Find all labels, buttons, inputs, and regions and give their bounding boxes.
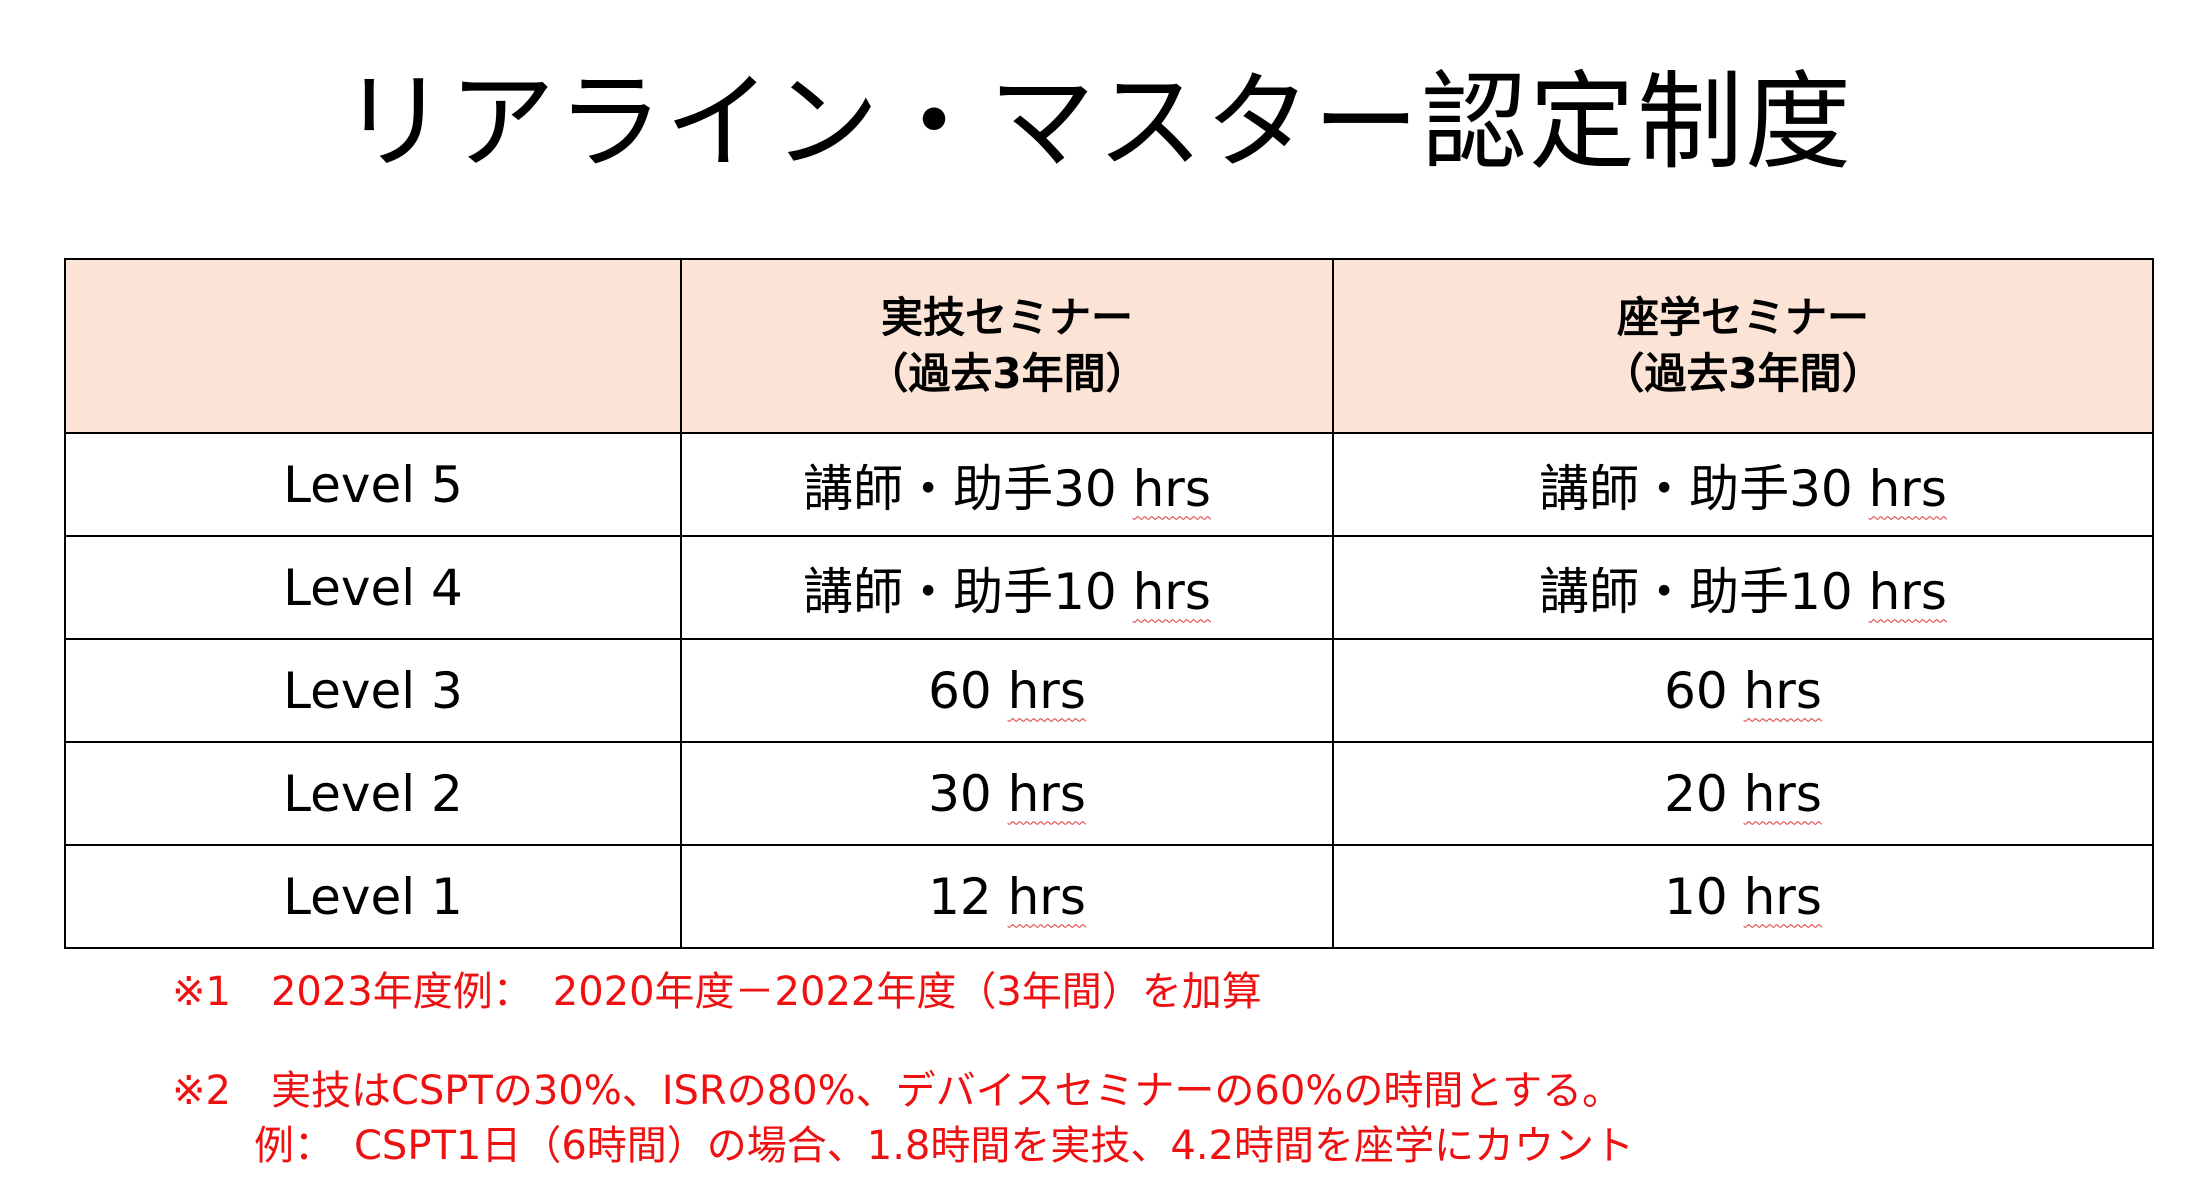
table-row: Level 4 講師・助手10 hrs 講師・助手10 hrs — [64, 535, 2154, 640]
practical-cell: 30 hrs — [680, 741, 1334, 846]
unit-label: hrs — [1007, 661, 1086, 720]
table-row: Level 2 30 hrs 20 hrs — [64, 741, 2154, 846]
level-cell: Level 5 — [64, 432, 682, 537]
practical-cell: 60 hrs — [680, 638, 1334, 743]
unit-label: hrs — [1007, 867, 1086, 926]
table-row: Level 3 60 hrs 60 hrs — [64, 638, 2154, 743]
unit-label: hrs — [1132, 562, 1211, 621]
table-row: Level 5 講師・助手30 hrs 講師・助手30 hrs — [64, 432, 2154, 537]
lecture-cell: 講師・助手30 hrs — [1332, 432, 2154, 537]
header-cell-practical: 実技セミナー （過去3年間） — [680, 258, 1334, 434]
level-cell: Level 2 — [64, 741, 682, 846]
header-practical-period: （過去3年間） — [866, 349, 1148, 398]
level-cell: Level 1 — [64, 844, 682, 949]
unit-label: hrs — [1743, 867, 1822, 926]
lecture-cell: 10 hrs — [1332, 844, 2154, 949]
unit-label: hrs — [1743, 661, 1822, 720]
footnote-2-line-1: ※2 実技はCSPTの30%、ISRの80%、デバイスセミナーの60%の時間とす… — [172, 1068, 1623, 1114]
level-cell: Level 4 — [64, 535, 682, 640]
unit-label: hrs — [1868, 459, 1947, 518]
practical-cell: 講師・助手10 hrs — [680, 535, 1334, 640]
unit-label: hrs — [1132, 459, 1211, 518]
header-practical-title: 実技セミナー — [880, 293, 1133, 342]
unit-label: hrs — [1007, 764, 1086, 823]
lecture-cell: 20 hrs — [1332, 741, 2154, 846]
header-cell-empty — [64, 258, 682, 434]
practical-cell: 講師・助手30 hrs — [680, 432, 1334, 537]
level-cell: Level 3 — [64, 638, 682, 743]
unit-label: hrs — [1743, 764, 1822, 823]
footnote-1: ※1 2023年度例： 2020年度－2022年度（3年間）を加算 — [172, 969, 1262, 1015]
lecture-cell: 60 hrs — [1332, 638, 2154, 743]
lecture-cell: 講師・助手10 hrs — [1332, 535, 2154, 640]
table-header-row: 実技セミナー （過去3年間） 座学セミナー （過去3年間） — [64, 258, 2154, 434]
page-title: リアライン・マスター認定制度 — [341, 61, 1853, 184]
unit-label: hrs — [1868, 562, 1947, 621]
practical-cell: 12 hrs — [680, 844, 1334, 949]
footnote-2-line-2: 例： CSPT1日（6時間）の場合、1.8時間を実技、4.2時間を座学にカウント — [214, 1123, 1634, 1169]
header-cell-lecture: 座学セミナー （過去3年間） — [1332, 258, 2154, 434]
header-lecture-period: （過去3年間） — [1602, 349, 1884, 398]
header-lecture-title: 座学セミナー — [1616, 293, 1869, 342]
certification-table: 実技セミナー （過去3年間） 座学セミナー （過去3年間） Level 5 講師… — [64, 258, 2154, 949]
table-row: Level 1 12 hrs 10 hrs — [64, 844, 2154, 949]
